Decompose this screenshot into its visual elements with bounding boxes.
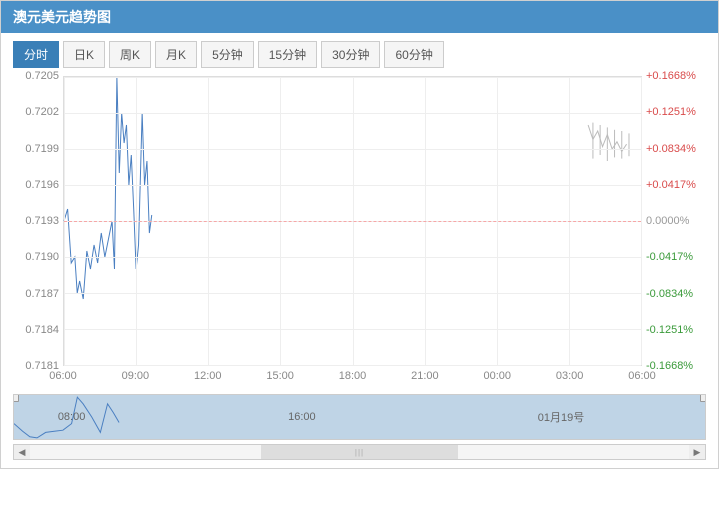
x-axis-label: 00:00 xyxy=(483,370,511,382)
y-axis-right-label: -0.1668% xyxy=(646,360,706,372)
tab-timeframe[interactable]: 日K xyxy=(63,41,105,68)
x-axis-label: 18:00 xyxy=(339,370,367,382)
horizontal-scrollbar[interactable]: ◀ ||| ▶ xyxy=(13,444,706,460)
scroll-left-button[interactable]: ◀ xyxy=(14,445,30,459)
y-axis-left-label: 0.7205 xyxy=(13,70,59,82)
overview-label: 08:00 xyxy=(58,411,86,423)
panel-title: 澳元美元趋势图 xyxy=(1,1,718,33)
reference-line xyxy=(64,221,641,222)
tab-timeframe[interactable]: 60分钟 xyxy=(384,41,443,68)
y-axis-right-label: -0.0417% xyxy=(646,251,706,263)
y-axis-left-label: 0.7190 xyxy=(13,251,59,263)
x-axis-label: 15:00 xyxy=(266,370,294,382)
plot-region[interactable] xyxy=(63,76,642,366)
overview-handle[interactable] xyxy=(13,394,19,402)
scroll-thumb[interactable]: ||| xyxy=(261,445,459,459)
timeframe-tabs: 分时日K周K月K5分钟15分钟30分钟60分钟 xyxy=(1,33,718,76)
y-axis-left-label: 0.7187 xyxy=(13,288,59,300)
scroll-right-button[interactable]: ▶ xyxy=(689,445,705,459)
y-axis-right-label: +0.0417% xyxy=(646,179,706,191)
x-axis-label: 03:00 xyxy=(556,370,584,382)
x-axis-label: 21:00 xyxy=(411,370,439,382)
y-axis-right-label: +0.1251% xyxy=(646,106,706,118)
y-axis-left-label: 0.7184 xyxy=(13,324,59,336)
tab-timeframe[interactable]: 周K xyxy=(109,41,151,68)
main-chart: 06:0009:0012:0015:0018:0021:0000:0003:00… xyxy=(13,76,706,386)
overview-handle[interactable] xyxy=(700,394,706,402)
tab-timeframe[interactable]: 月K xyxy=(155,41,197,68)
y-axis-right-label: 0.0000% xyxy=(646,215,706,227)
tab-timeframe[interactable]: 30分钟 xyxy=(321,41,380,68)
y-axis-right-label: -0.0834% xyxy=(646,288,706,300)
x-axis-label: 09:00 xyxy=(122,370,150,382)
y-axis-left-label: 0.7193 xyxy=(13,215,59,227)
overview-label: 16:00 xyxy=(288,411,316,423)
x-axis-label: 12:00 xyxy=(194,370,222,382)
tab-timeframe[interactable]: 分时 xyxy=(13,41,59,68)
y-axis-left-label: 0.7181 xyxy=(13,360,59,372)
tab-timeframe[interactable]: 5分钟 xyxy=(201,41,254,68)
scroll-track[interactable]: ||| xyxy=(30,445,689,459)
y-axis-right-label: +0.1668% xyxy=(646,70,706,82)
y-axis-left-label: 0.7199 xyxy=(13,143,59,155)
y-axis-left-label: 0.7196 xyxy=(13,179,59,191)
overview-strip[interactable]: 08:00 16:00 01月19号 xyxy=(13,394,706,440)
y-axis-right-label: -0.1251% xyxy=(646,324,706,336)
overview-line xyxy=(14,395,705,439)
overview-label: 01月19号 xyxy=(538,409,584,425)
y-axis-right-label: +0.0834% xyxy=(646,143,706,155)
chart-panel: 澳元美元趋势图 分时日K周K月K5分钟15分钟30分钟60分钟 06:0009:… xyxy=(0,0,719,469)
y-axis-left-label: 0.7202 xyxy=(13,106,59,118)
tab-timeframe[interactable]: 15分钟 xyxy=(258,41,317,68)
